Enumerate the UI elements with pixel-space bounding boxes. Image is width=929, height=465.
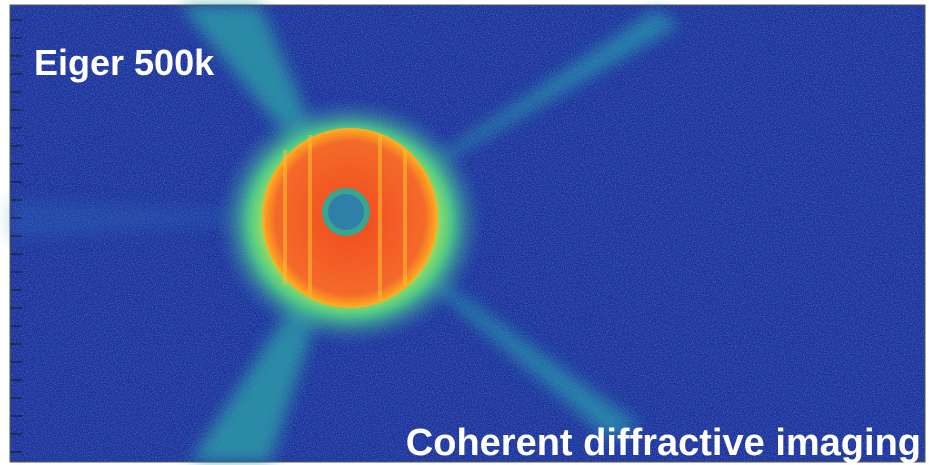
center-hole-inner	[328, 194, 364, 230]
technique-label: Coherent diffractive imaging	[406, 422, 921, 464]
detector-image: Eiger 500k Coherent diffractive imaging	[0, 0, 929, 465]
detector-label: Eiger 500k	[34, 42, 215, 83]
page: Eiger 500k Coherent diffractive imaging …	[0, 0, 929, 465]
